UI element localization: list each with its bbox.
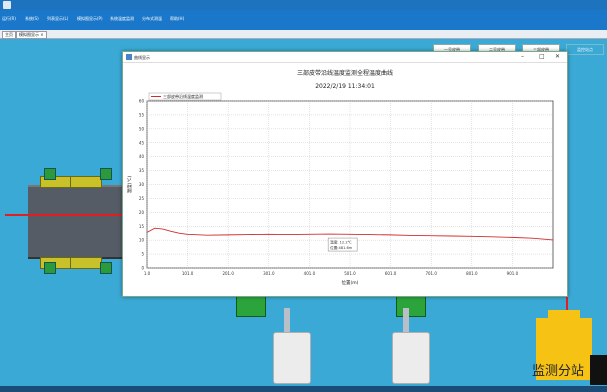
belt-roller (70, 257, 102, 269)
motor-unit (236, 293, 266, 317)
tooltip-position: 位置:481.6m (330, 245, 353, 250)
minimize-button[interactable]: – (521, 53, 524, 60)
y-tick-label: 30 (139, 182, 145, 187)
x-tick-label: 1.0 (144, 271, 151, 276)
sensor-node (100, 262, 112, 274)
sensor-node (44, 262, 56, 274)
x-tick-label: 301.0 (263, 271, 275, 276)
tab-bar: 主页 模拟图显示 × (0, 30, 607, 39)
legend-box (148, 92, 222, 101)
x-tick-label: 901.0 (507, 271, 519, 276)
x-axis-label: 位置(m) (342, 279, 359, 286)
maximize-button[interactable]: □ (539, 53, 545, 60)
tab-diagram[interactable]: 模拟图显示 × (16, 31, 47, 39)
tooltip-box (327, 237, 358, 252)
app-title-bar (0, 0, 607, 10)
station-cap (548, 310, 580, 320)
menu-help[interactable]: 帮助(H) (170, 16, 185, 21)
x-tick-label: 401.0 (304, 271, 316, 276)
conveyor-belt (28, 185, 123, 259)
y-tick-label: 50 (139, 126, 145, 131)
x-tick-label: 601.0 (385, 271, 397, 276)
y-tick-label: 40 (139, 154, 145, 159)
x-tick-label: 801.0 (466, 271, 478, 276)
dialog-title: 曲线显示 (134, 55, 150, 60)
y-tick-label: 55 (139, 112, 145, 117)
legend-label: 三部皮带沿线温度监测 (163, 93, 203, 99)
belt-roller (70, 176, 102, 188)
station-button[interactable]: 监控站点 (566, 44, 604, 55)
menu-system[interactable]: 系统(S) (25, 16, 39, 21)
x-tick-label: 701.0 (425, 271, 437, 276)
y-tick-label: 0 (141, 266, 144, 271)
menu-bar: 运行(R) 系统(S) 列表显示(L) 模拟图显示(P) 系统温度监测 分布式测… (0, 10, 607, 30)
y-tick-label: 15 (139, 224, 145, 229)
y-tick-label: 45 (139, 140, 145, 145)
app-icon (3, 1, 11, 9)
chart-title: 三部皮带沿线温度监测全程温度曲线 (296, 70, 393, 77)
motor-cylinder (273, 332, 311, 384)
sensor-node (44, 168, 56, 180)
curve-dialog: 曲线显示 – □ ✕ 三部皮带沿线温度监测全程温度曲线 2022/2/19 11… (122, 51, 568, 297)
x-tick-label: 201.0 (222, 271, 234, 276)
menu-distributed[interactable]: 分布式测温 (142, 16, 162, 21)
device-panel (590, 355, 607, 385)
chart-icon (126, 54, 132, 60)
series-line (146, 227, 554, 241)
y-tick-label: 20 (139, 210, 145, 215)
y-tick-label: 25 (139, 196, 145, 201)
menu-temp-monitor[interactable]: 系统温度监测 (110, 16, 134, 21)
tooltip-temp: 温度: 12.2℃ (330, 240, 352, 245)
x-tick-label: 501.0 (344, 271, 356, 276)
belt-center-line (5, 214, 125, 216)
motor-shaft (284, 308, 290, 332)
y-tick-label: 35 (139, 168, 145, 173)
dialog-title-bar: 曲线显示 – □ ✕ (123, 52, 567, 63)
tab-diagram-label: 模拟图显示 (19, 32, 39, 37)
sensor-node (100, 168, 112, 180)
y-tick-label: 60 (139, 99, 145, 104)
motor-cylinder (392, 332, 430, 384)
menu-diagram[interactable]: 模拟图显示(P) (77, 16, 103, 21)
menu-list[interactable]: 列表显示(L) (47, 16, 69, 21)
monitor-station[interactable] (536, 318, 592, 380)
station-label: 监测分站 (532, 364, 585, 379)
tab-home[interactable]: 主页 (2, 31, 16, 39)
y-tick-label: 5 (141, 252, 144, 257)
chart-timestamp: 2022/2/19 11:34:01 (315, 83, 375, 90)
x-tick-label: 101.0 (182, 271, 194, 276)
motor-shaft (403, 308, 409, 332)
menu-run[interactable]: 运行(R) (2, 16, 16, 21)
y-axis-label: 温度(℃) (126, 175, 133, 193)
close-button[interactable]: ✕ (555, 53, 561, 60)
y-tick-label: 10 (139, 238, 145, 243)
status-strip (0, 386, 607, 392)
